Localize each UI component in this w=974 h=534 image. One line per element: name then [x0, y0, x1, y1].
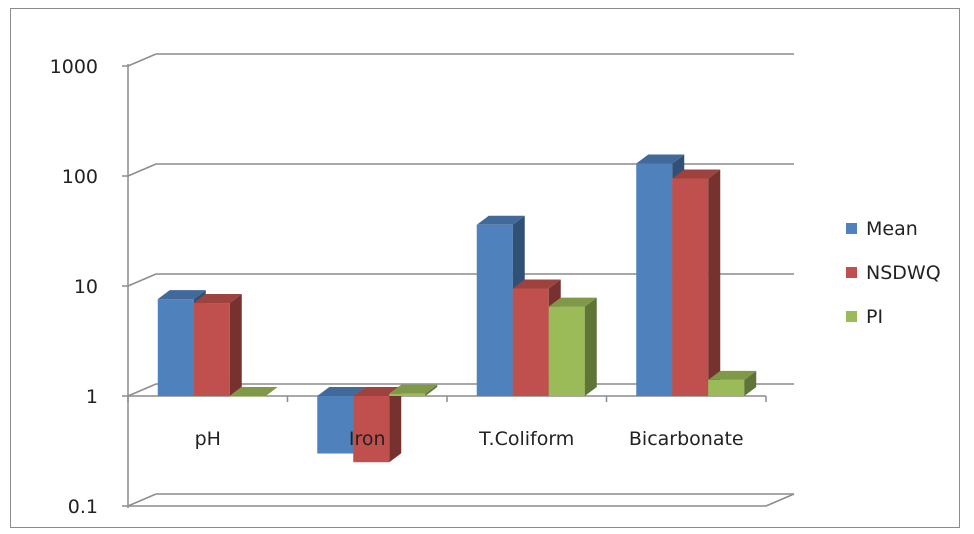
bar-front-face: [548, 306, 585, 396]
floor-side-line: [765, 493, 795, 507]
legend: Mean NSDWQ PI: [846, 218, 941, 328]
gridline-side: [127, 163, 157, 177]
bar-nsdwq-ph: [193, 294, 242, 396]
x-tick-label: Bicarbonate: [629, 428, 744, 450]
legend-label: NSDWQ: [866, 262, 941, 284]
bar-pi-t-coliform: [548, 297, 597, 396]
bar-top-face: [229, 387, 278, 396]
bar-side-face: [744, 370, 757, 396]
bar-side-face: [425, 384, 438, 396]
bar-front-face: [672, 178, 709, 396]
y-tick-label: 1000: [50, 56, 98, 78]
bar-top-face: [317, 387, 366, 396]
legend-swatch: [846, 311, 857, 322]
gridline-side: [127, 53, 157, 67]
gridline-side: [127, 273, 157, 287]
x-tick-label: T.Coliform: [478, 428, 574, 450]
bar-pi-iron: [389, 384, 438, 396]
gridline-side: [127, 493, 157, 507]
y-tick-label: 100: [62, 166, 98, 188]
bar-front-face: [157, 299, 194, 396]
bar-front-face: [229, 396, 266, 397]
bar-front-face: [708, 379, 745, 396]
bar-nsdwq-bicarbonate: [672, 169, 721, 396]
legend-label: Mean: [866, 218, 918, 240]
bar-front-face: [389, 393, 426, 396]
bar-side-face: [584, 297, 597, 396]
bar-top-face: [548, 297, 597, 307]
bar-side-face: [708, 169, 721, 396]
legend-item-nsdwq: NSDWQ: [846, 262, 941, 284]
chart-frame: 0.1 1 10 100 1000 pH Iron T.Coliform Bicarbonate…: [10, 8, 960, 528]
legend-item-mean: Mean: [846, 218, 918, 240]
bar-top-face: [476, 215, 525, 225]
bar-top-face: [672, 169, 721, 179]
y-tick-label: 0.1: [68, 496, 98, 518]
bar-front-face: [353, 396, 390, 463]
x-tick-label: Iron: [349, 428, 386, 450]
y-tick-label: 10: [74, 276, 98, 298]
bar-side-face: [229, 294, 242, 396]
gridline-side: [127, 383, 157, 397]
bar-top-face: [157, 290, 206, 300]
label-layer: 0.1 1 10 100 1000 pH Iron T.Coliform Bicarbonate: [50, 56, 744, 518]
bar-pi-ph: [229, 387, 278, 397]
bar-layer: [157, 154, 757, 463]
bar-pi-bicarbonate: [708, 370, 757, 396]
legend-swatch: [846, 223, 857, 234]
chart-plot: 0.1 1 10 100 1000 pH Iron T.Coliform Bicarbonate…: [50, 53, 941, 518]
bar-front-face: [476, 224, 513, 396]
bar-front-face: [512, 288, 549, 396]
bar-top-face: [193, 294, 242, 304]
bar-front-face: [636, 163, 673, 396]
legend-swatch: [846, 267, 857, 278]
bar-side-face: [389, 387, 402, 463]
bar-top-face: [636, 154, 685, 164]
bar-top-face: [389, 384, 438, 394]
bar-nsdwq-iron: [353, 387, 402, 463]
bar-top-face: [512, 279, 561, 289]
bar-front-face: [317, 396, 354, 454]
legend-label: PI: [866, 306, 883, 328]
bar-mean-ph: [157, 290, 206, 396]
bar-top-face: [708, 370, 757, 380]
legend-item-pi: PI: [846, 306, 883, 328]
y-tick-label: 1: [86, 386, 98, 408]
bar-front-face: [193, 303, 230, 396]
x-tick-label: pH: [195, 428, 221, 450]
